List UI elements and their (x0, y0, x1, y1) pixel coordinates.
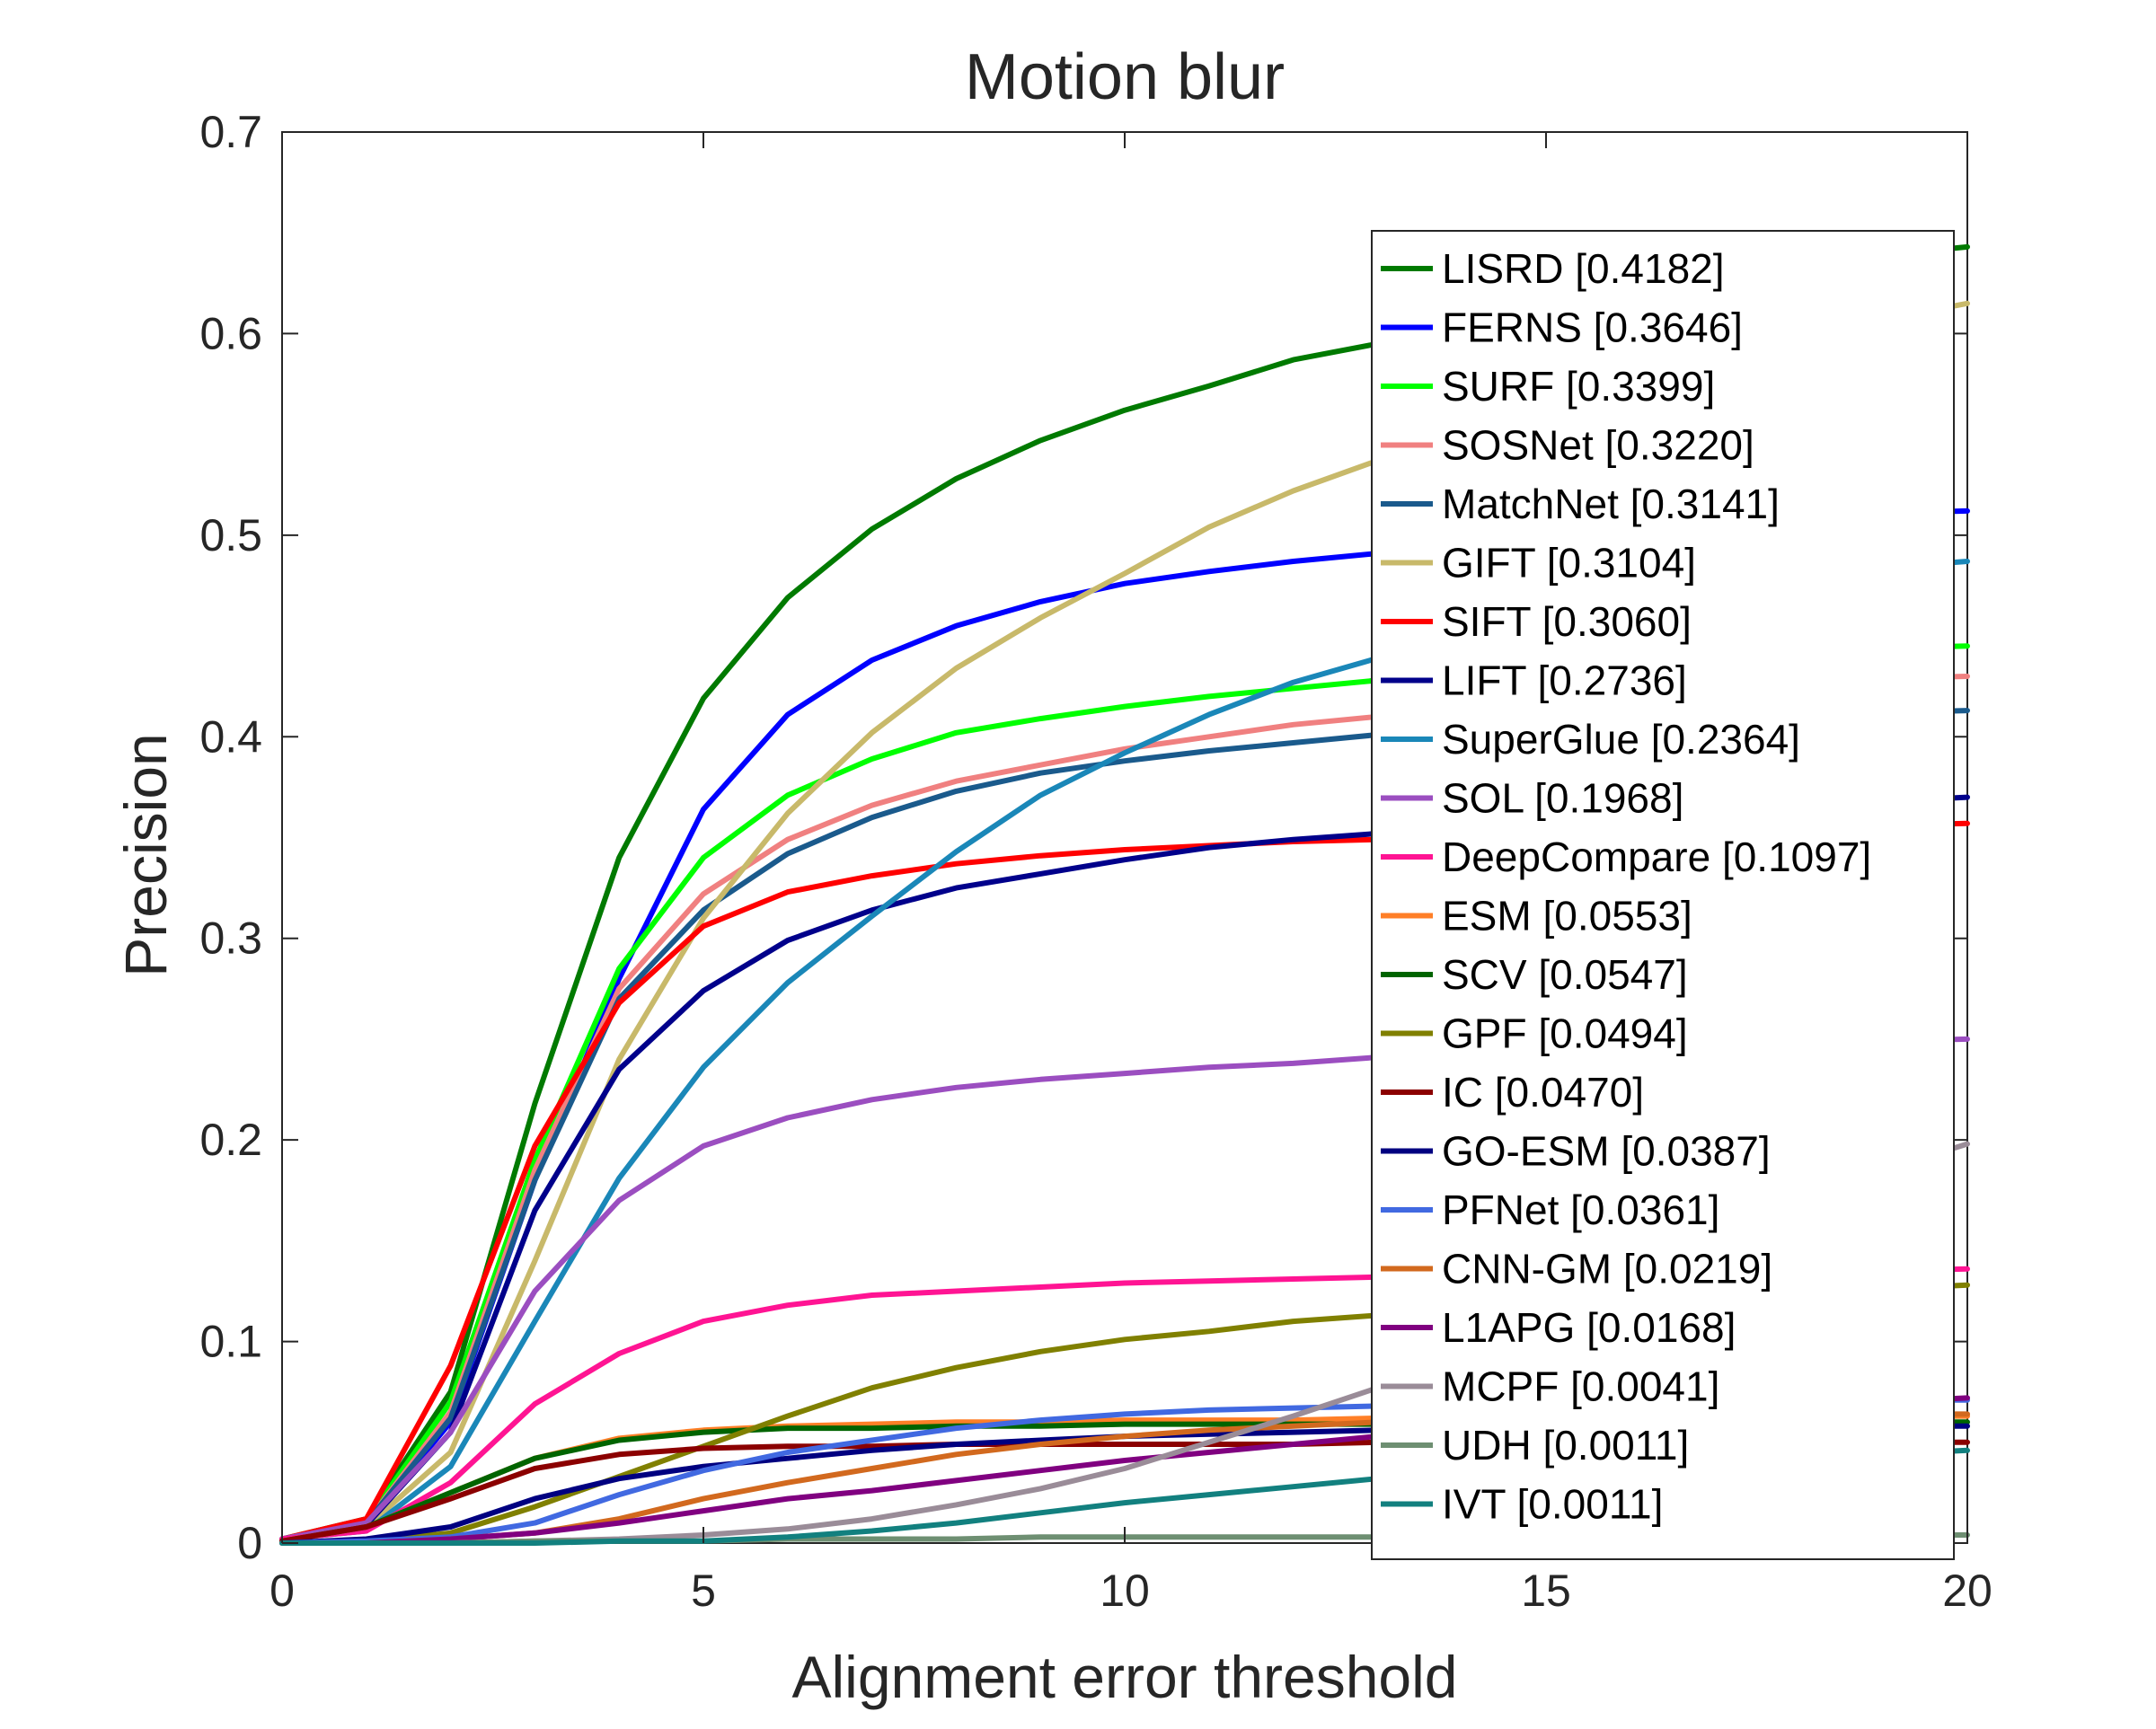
y-tick-label: 0.4 (199, 711, 262, 762)
y-tick-label: 0.7 (199, 107, 262, 157)
legend-entry: SOSNet [0.3220] (1442, 422, 1754, 469)
y-tick-label: 0.2 (199, 1115, 262, 1165)
legend-entry: PFNet [0.0361] (1442, 1186, 1719, 1233)
x-axis-title: Alignment error threshold (791, 1644, 1457, 1710)
x-tick-label: 15 (1521, 1566, 1571, 1616)
legend-entry: DeepCompare [0.1097] (1442, 834, 1871, 880)
legend-entry: UDH [0.0011] (1442, 1422, 1689, 1469)
legend-entry: LIFT [0.2736] (1442, 657, 1687, 704)
legend-entry: SCV [0.0547] (1442, 951, 1688, 998)
legend: LISRD [0.4182] FERNS [0.3646] SURF [0.3399… (1371, 230, 1955, 1560)
x-tick-label: 10 (1100, 1566, 1150, 1616)
legend-entry: CNN-GM [0.0219] (1442, 1246, 1772, 1292)
legend-entry: LISRD [0.4182] (1442, 245, 1725, 292)
legend-entry: MatchNet [0.3141] (1442, 481, 1780, 527)
legend-entry: L1APG [0.0168] (1442, 1304, 1736, 1351)
legend-entry: GO-ESM [0.0387] (1442, 1128, 1771, 1175)
y-tick-label: 0.6 (199, 308, 262, 358)
legend-entry: MCPF [0.0041] (1442, 1363, 1719, 1410)
legend-box (1371, 230, 1955, 1560)
y-tick-label: 0.3 (199, 913, 262, 964)
legend-entry: ESM [0.0553] (1442, 893, 1692, 939)
legend-entry: SIFT [0.3060] (1442, 598, 1692, 645)
chart-title: Motion blur (965, 41, 1285, 113)
y-tick-label: 0.5 (199, 510, 262, 560)
y-tick-label: 0 (237, 1518, 262, 1568)
legend-entry: GPF [0.0494] (1442, 1010, 1688, 1057)
legend-entry: SURF [0.3399] (1442, 363, 1715, 410)
legend-entry: SuperGlue [0.2364] (1442, 716, 1800, 763)
legend-entry: IVT [0.0011] (1442, 1481, 1663, 1528)
x-tick-label: 20 (1942, 1566, 1993, 1616)
legend-entry: IC [0.0470] (1442, 1069, 1644, 1116)
legend-entry: SOL [0.1968] (1442, 775, 1683, 822)
x-tick-label: 5 (691, 1566, 716, 1616)
x-tick-label: 0 (270, 1566, 295, 1616)
legend-entry: FERNS [0.3646] (1442, 304, 1743, 351)
y-axis-title: Precision (112, 733, 179, 976)
axis-ticks: 0 5 10 15 20 0 0.1 0.2 0.3 0.4 0.5 0.6 0.7 (199, 107, 1992, 1616)
y-tick-label: 0.1 (199, 1317, 262, 1367)
legend-entry: GIFT [0.3104] (1442, 540, 1696, 587)
